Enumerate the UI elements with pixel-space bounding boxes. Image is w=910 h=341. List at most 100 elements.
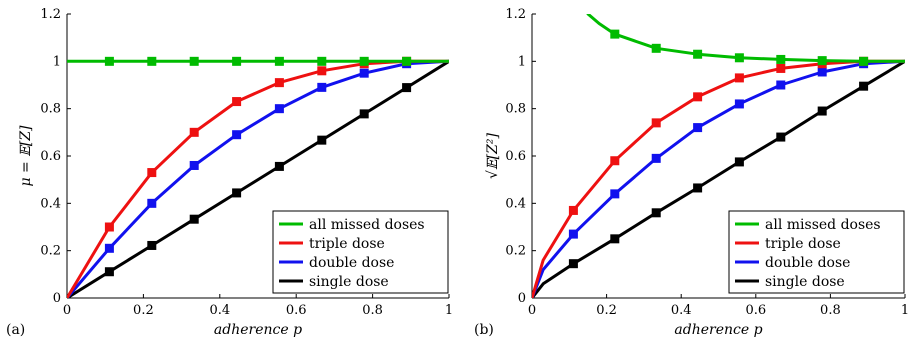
y-tick-label: 0 [53,291,61,306]
y-axis-label: μ = 𝔼[Z] [18,125,34,187]
series-line [586,14,905,63]
data-point [104,267,114,277]
series-single-dose [532,59,905,298]
y-tick-label: 0.6 [40,149,61,164]
y-tick-label: 1 [53,54,61,69]
x-axis-label: adherence p [214,322,302,338]
series-all-missed-doses [586,14,905,66]
x-tick-label: 0.4 [671,303,692,318]
data-point [317,66,327,76]
data-point [651,153,661,163]
data-point [317,82,327,92]
data-point [817,56,827,66]
data-point [817,67,827,77]
y-tick-label: 0.6 [505,149,526,164]
data-point [274,78,284,88]
x-tick-label: 0 [63,303,71,318]
x-tick-label: 0.8 [362,303,383,318]
data-point [359,109,369,119]
data-point [189,214,199,224]
data-point [651,43,661,53]
data-point [610,156,620,166]
x-tick-label: 1 [901,303,909,318]
data-point [776,54,786,64]
panel-b: 0 0.2 0.4 0.6 0.8 1 0 0.2 0.4 0.6 0.8 1 1.2 adherence… [474,7,909,338]
data-point [189,160,199,170]
y-tick-label: 0.4 [505,196,526,211]
data-point [693,183,703,193]
x-tick-label: 0.2 [133,303,154,318]
series-line [67,59,449,298]
y-tick-label: 1 [518,54,526,69]
data-point [232,97,242,107]
data-point [776,132,786,142]
data-point [402,83,412,93]
data-point [610,234,620,244]
data-point [734,53,744,63]
data-point [568,205,578,215]
legend-label: triple dose [309,236,385,252]
x-axis-label: adherence p [674,322,762,338]
data-point [402,56,412,66]
data-point [317,56,327,66]
data-point [104,222,114,232]
series-all-missed-doses [67,56,449,66]
y-tick-label: 1.2 [40,7,61,22]
x-tick-label: 0.6 [745,303,766,318]
data-point [104,243,114,253]
panel-label: (a) [6,322,25,338]
y-tick-label: 1.2 [505,7,526,22]
x-tick-label: 1 [445,303,453,318]
data-point [104,56,114,66]
data-point [693,49,703,59]
data-point [568,229,578,239]
y-tick-label: 0.2 [40,244,61,259]
x-tick-label: 0.6 [286,303,307,318]
series-line [67,59,449,298]
data-point [859,56,869,66]
data-point [817,106,827,116]
data-point [359,68,369,78]
data-point [147,240,157,250]
legend-label: triple dose [765,236,841,252]
data-point [610,189,620,199]
data-point [147,168,157,178]
data-point [274,104,284,114]
y-tick-label: 0.2 [505,244,526,259]
legend-label: all missed doses [309,217,425,233]
data-point [232,188,242,198]
data-point [232,130,242,140]
data-point [274,161,284,171]
data-point [274,56,284,66]
x-tick-label: 0 [528,303,536,318]
data-point [568,259,578,269]
data-point [189,127,199,137]
legend: all missed doses triple dose double dose si… [272,210,449,294]
data-point [734,99,744,109]
data-point [147,198,157,208]
data-point [859,81,869,91]
y-tick-label: 0 [518,291,526,306]
panel-a: 0 0.2 0.4 0.6 0.8 1 0 0.2 0.4 0.6 0.8 1 1.2 adherence… [6,7,453,338]
data-point [232,56,242,66]
data-point [693,92,703,102]
y-tick-label: 0.4 [40,196,61,211]
legend-label: all missed doses [765,217,881,233]
series-single-dose [67,59,449,298]
data-point [651,208,661,218]
y-axis-label: √𝔼[Z²] [485,133,501,179]
panel-label: (b) [474,322,494,338]
data-point [651,118,661,128]
legend-label: double dose [765,255,850,271]
legend-label: single dose [765,274,845,290]
data-point [693,123,703,133]
data-point [359,56,369,66]
data-point [734,157,744,167]
legend: all missed doses triple dose double dose si… [728,210,905,294]
x-tick-label: 0.4 [209,303,230,318]
data-point [734,73,744,83]
x-tick-label: 0.8 [820,303,841,318]
legend-label: single dose [309,274,389,290]
legend-label: double dose [309,255,394,271]
